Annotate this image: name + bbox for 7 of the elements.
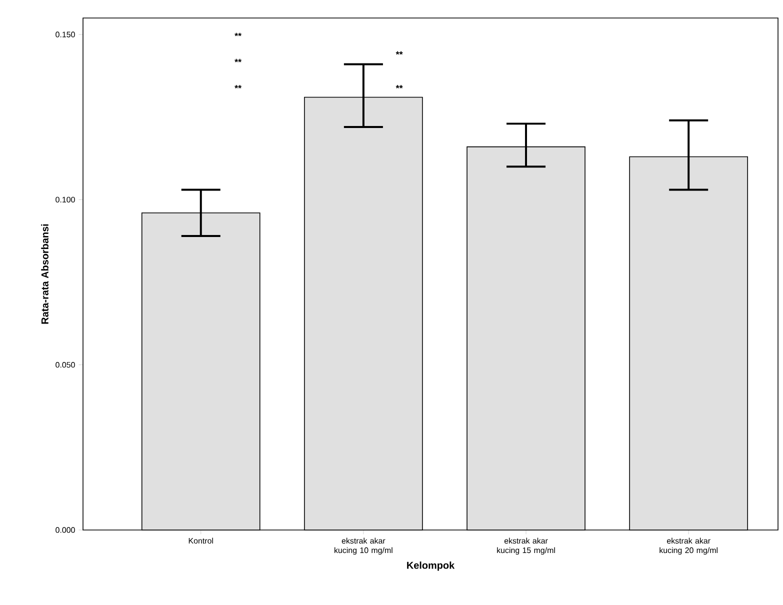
annotation: ** (396, 85, 403, 88)
annotation: ** (396, 51, 403, 55)
annotation: ** (234, 32, 242, 36)
annotation: ** (234, 85, 242, 88)
annotation: ** (234, 58, 242, 62)
x-axis-title: Kelompok (407, 561, 455, 571)
y-axis-title: Rata-rata Absorbansi (41, 224, 48, 324)
